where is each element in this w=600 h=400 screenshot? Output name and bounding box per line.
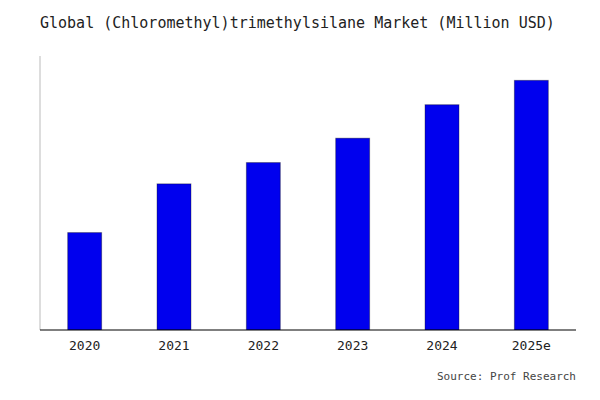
y-axis-line: [40, 56, 41, 330]
bar: [246, 163, 280, 330]
x-tick-label: 2025e: [512, 338, 551, 353]
x-tick-label: 2021: [158, 338, 189, 353]
source-note: Source: Prof Research: [437, 370, 576, 383]
bar: [68, 233, 102, 330]
bar: [157, 184, 191, 330]
chart-svg: Global (Chloromethyl)trimethylsilane Mar…: [0, 0, 600, 400]
x-axis-line: [40, 329, 576, 330]
x-tick-label: 2020: [69, 338, 100, 353]
title: Global (Chloromethyl)trimethylsilane Mar…: [40, 14, 555, 32]
chart-container: Global (Chloromethyl)trimethylsilane Mar…: [0, 0, 600, 400]
bar: [336, 138, 370, 330]
x-tick-label: 2024: [426, 338, 457, 353]
x-tick-label: 2022: [248, 338, 279, 353]
bar: [425, 105, 459, 330]
bar: [514, 80, 548, 330]
bars: [68, 80, 549, 330]
x-tick-label: 2023: [337, 338, 368, 353]
